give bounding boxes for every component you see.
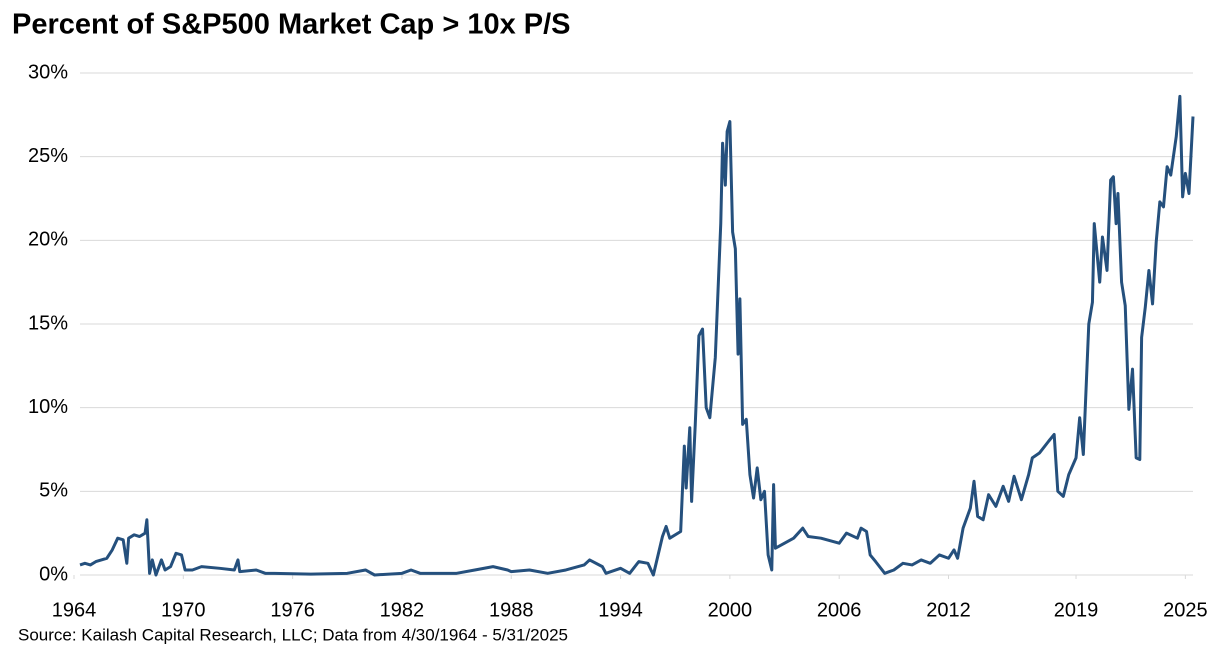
y-tick-label: 5% <box>39 480 68 502</box>
y-tick-label: 10% <box>28 396 68 418</box>
y-tick-label: 20% <box>28 229 68 251</box>
x-tick-label: 1976 <box>270 599 315 621</box>
x-tick-label: 1994 <box>598 599 643 621</box>
y-tick-label: 30% <box>28 61 68 83</box>
x-tick-label: 1970 <box>161 599 206 621</box>
x-tick-label: 1964 <box>52 599 97 621</box>
x-tick-label: 2012 <box>926 599 971 621</box>
y-tick-label: 25% <box>28 145 68 167</box>
y-tick-label: 0% <box>39 563 68 585</box>
y-tick-label: 15% <box>28 312 68 334</box>
data-line <box>79 94 1195 577</box>
x-tick-label: 2006 <box>817 599 862 621</box>
x-tick-label: 2019 <box>1054 599 1099 621</box>
x-tick-label: 1982 <box>380 599 425 621</box>
chart-title: Percent of S&P500 Market Cap > 10x P/S <box>12 9 571 41</box>
x-tick-label: 1988 <box>489 599 534 621</box>
x-tick-label: 2000 <box>708 599 753 621</box>
x-tick-label: 2025 <box>1163 599 1208 621</box>
source-note: Source: Kailash Capital Research, LLC; D… <box>18 625 568 644</box>
